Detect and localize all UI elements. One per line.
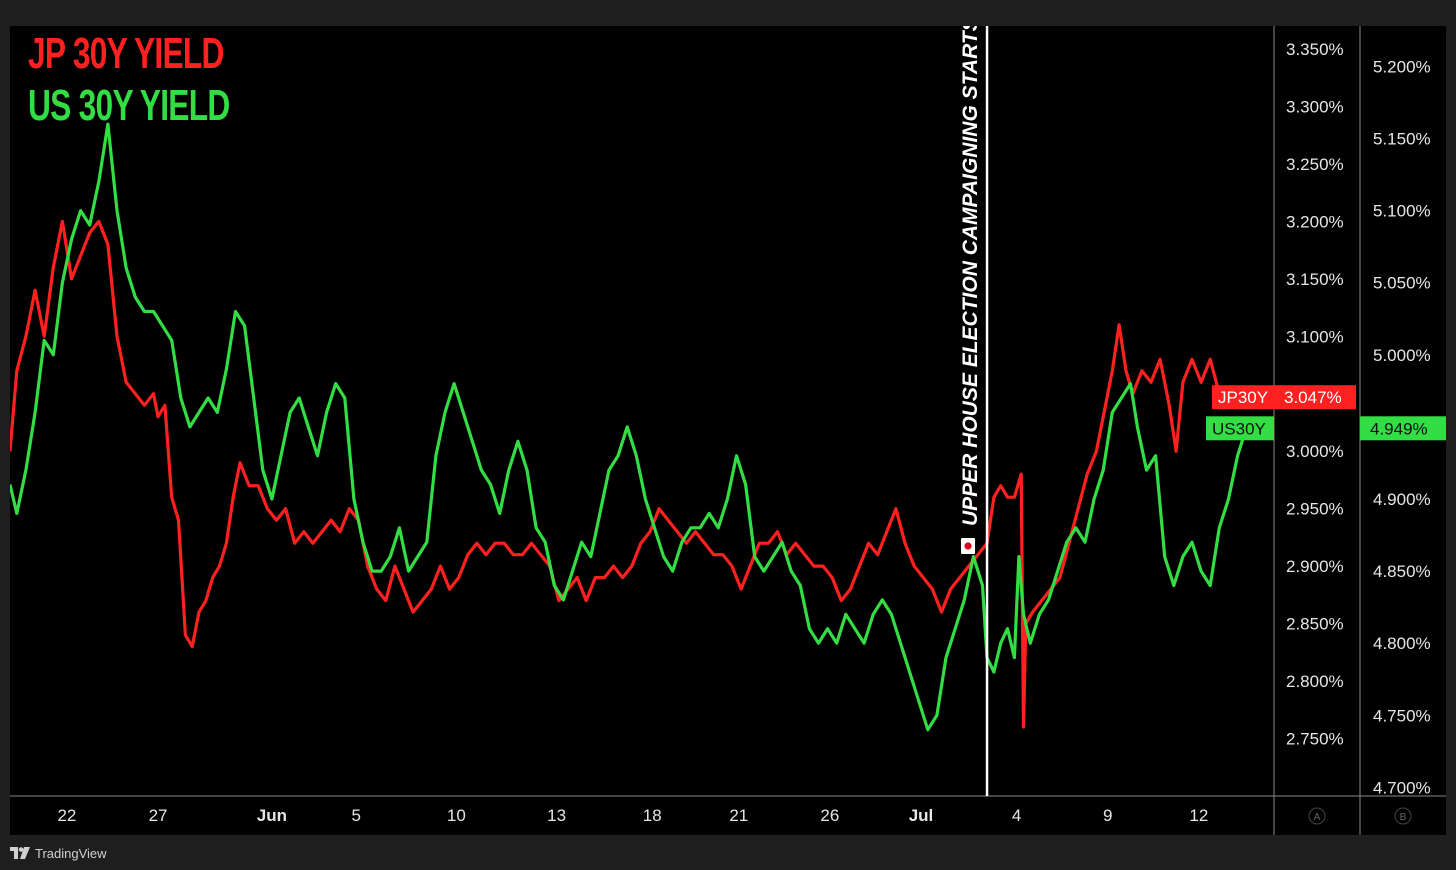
tradingview-logo-icon[interactable] [10, 847, 30, 859]
footer: TradingView [10, 843, 107, 863]
value-tag-jp30y: 3.047% [1274, 385, 1356, 410]
annotation-group: UPPER HOUSE ELECTION CAMPAIGNING STARTS [959, 26, 982, 526]
y-tick-jp: 3.300% [1286, 97, 1344, 116]
value-tag-text: 3.047% [1284, 388, 1342, 407]
y-tick-jp: 3.250% [1286, 155, 1344, 174]
axis-b-button-label: B [1400, 812, 1407, 823]
y-tick-us: 4.750% [1373, 706, 1431, 725]
y-tick-jp: 2.950% [1286, 500, 1344, 519]
value-tag-bg [1274, 385, 1356, 410]
axis-b-button[interactable]: B [1394, 807, 1412, 825]
chart-svg[interactable]: UPPER HOUSE ELECTION CAMPAIGNING STARTS … [10, 26, 1446, 835]
value-tag-text: 4.949% [1370, 419, 1428, 438]
x-tick: 21 [729, 806, 748, 825]
series-tag-name: JP30Y [1218, 388, 1268, 407]
legend-us-30y: US 30Y YIELD [28, 81, 230, 130]
x-tick: 4 [1012, 806, 1021, 825]
value-tag-bg [1360, 416, 1446, 441]
y-tick-us: 4.800% [1373, 634, 1431, 653]
y-tick-jp: 2.900% [1286, 557, 1344, 576]
y-tick-jp: 3.000% [1286, 442, 1344, 461]
x-tick: Jun [257, 806, 287, 825]
x-tick: 26 [820, 806, 839, 825]
chart-frame: UPPER HOUSE ELECTION CAMPAIGNING STARTS … [10, 26, 1446, 835]
legend-jp-30y: JP 30Y YIELD [28, 29, 224, 78]
y-tick-us: 5.100% [1373, 202, 1431, 221]
axis-a-button-label: A [1314, 812, 1321, 823]
price-tags: JP30Y 3.047% US30Y 4.949% [1206, 385, 1446, 441]
series-tag-bg [1206, 416, 1274, 441]
y-tick-jp: 2.850% [1286, 615, 1344, 634]
series-tag-us30y: US30Y [1206, 416, 1274, 441]
x-tick: 13 [547, 806, 566, 825]
y-tick-jp: 3.350% [1286, 40, 1344, 59]
y-tick-jp: 3.200% [1286, 212, 1344, 231]
axis-a-button[interactable]: A [1308, 807, 1326, 825]
y-tick-jp: 2.750% [1286, 730, 1344, 749]
flag-disc [964, 542, 972, 550]
x-tick: 9 [1103, 806, 1112, 825]
axis-b-button-ring [1394, 807, 1412, 825]
footer-brand[interactable]: TradingView [35, 845, 107, 861]
japan-flag-icon [961, 538, 976, 554]
series-layer [10, 122, 1257, 732]
x-tick: 27 [149, 806, 168, 825]
y-tick-us: 4.900% [1373, 490, 1431, 509]
y-tick-us: 5.200% [1373, 57, 1431, 76]
y-tick-us: 4.700% [1373, 778, 1431, 797]
y-tick-jp: 2.800% [1286, 672, 1344, 691]
x-tick: 18 [643, 806, 662, 825]
value-tag-us30y: 4.949% [1360, 416, 1446, 441]
y-tick-us: 4.850% [1373, 562, 1431, 581]
axis-a-button-ring [1308, 807, 1326, 825]
price-axis[interactable]: 3.350% 3.300% 3.250% 3.200% 3.150% 3.100% 3.00… [1286, 40, 1431, 797]
y-tick-us: 5.000% [1373, 346, 1431, 365]
event-layer: UPPER HOUSE ELECTION CAMPAIGNING STARTS [959, 26, 989, 796]
time-axis[interactable]: 22 27 Jun 5 10 13 18 21 26 Jul 4 9 12 A B [57, 806, 1412, 825]
x-tick: Jul [909, 806, 934, 825]
x-tick: 5 [351, 806, 360, 825]
series-tag-jp30y: JP30Y [1212, 385, 1274, 410]
series-tag-bg [1212, 385, 1274, 410]
y-tick-us: 5.050% [1373, 274, 1431, 293]
x-tick: 22 [57, 806, 76, 825]
annotation-text: UPPER HOUSE ELECTION CAMPAIGNING STARTS [959, 26, 982, 526]
series-line-jp30y [10, 219, 1257, 729]
x-tick: 12 [1189, 806, 1208, 825]
series-line-us30y [10, 122, 1257, 732]
y-tick-us: 5.150% [1373, 129, 1431, 148]
y-tick-jp: 3.150% [1286, 270, 1344, 289]
x-tick: 10 [447, 806, 466, 825]
series-tag-name: US30Y [1212, 419, 1266, 438]
y-tick-jp: 3.100% [1286, 327, 1344, 346]
